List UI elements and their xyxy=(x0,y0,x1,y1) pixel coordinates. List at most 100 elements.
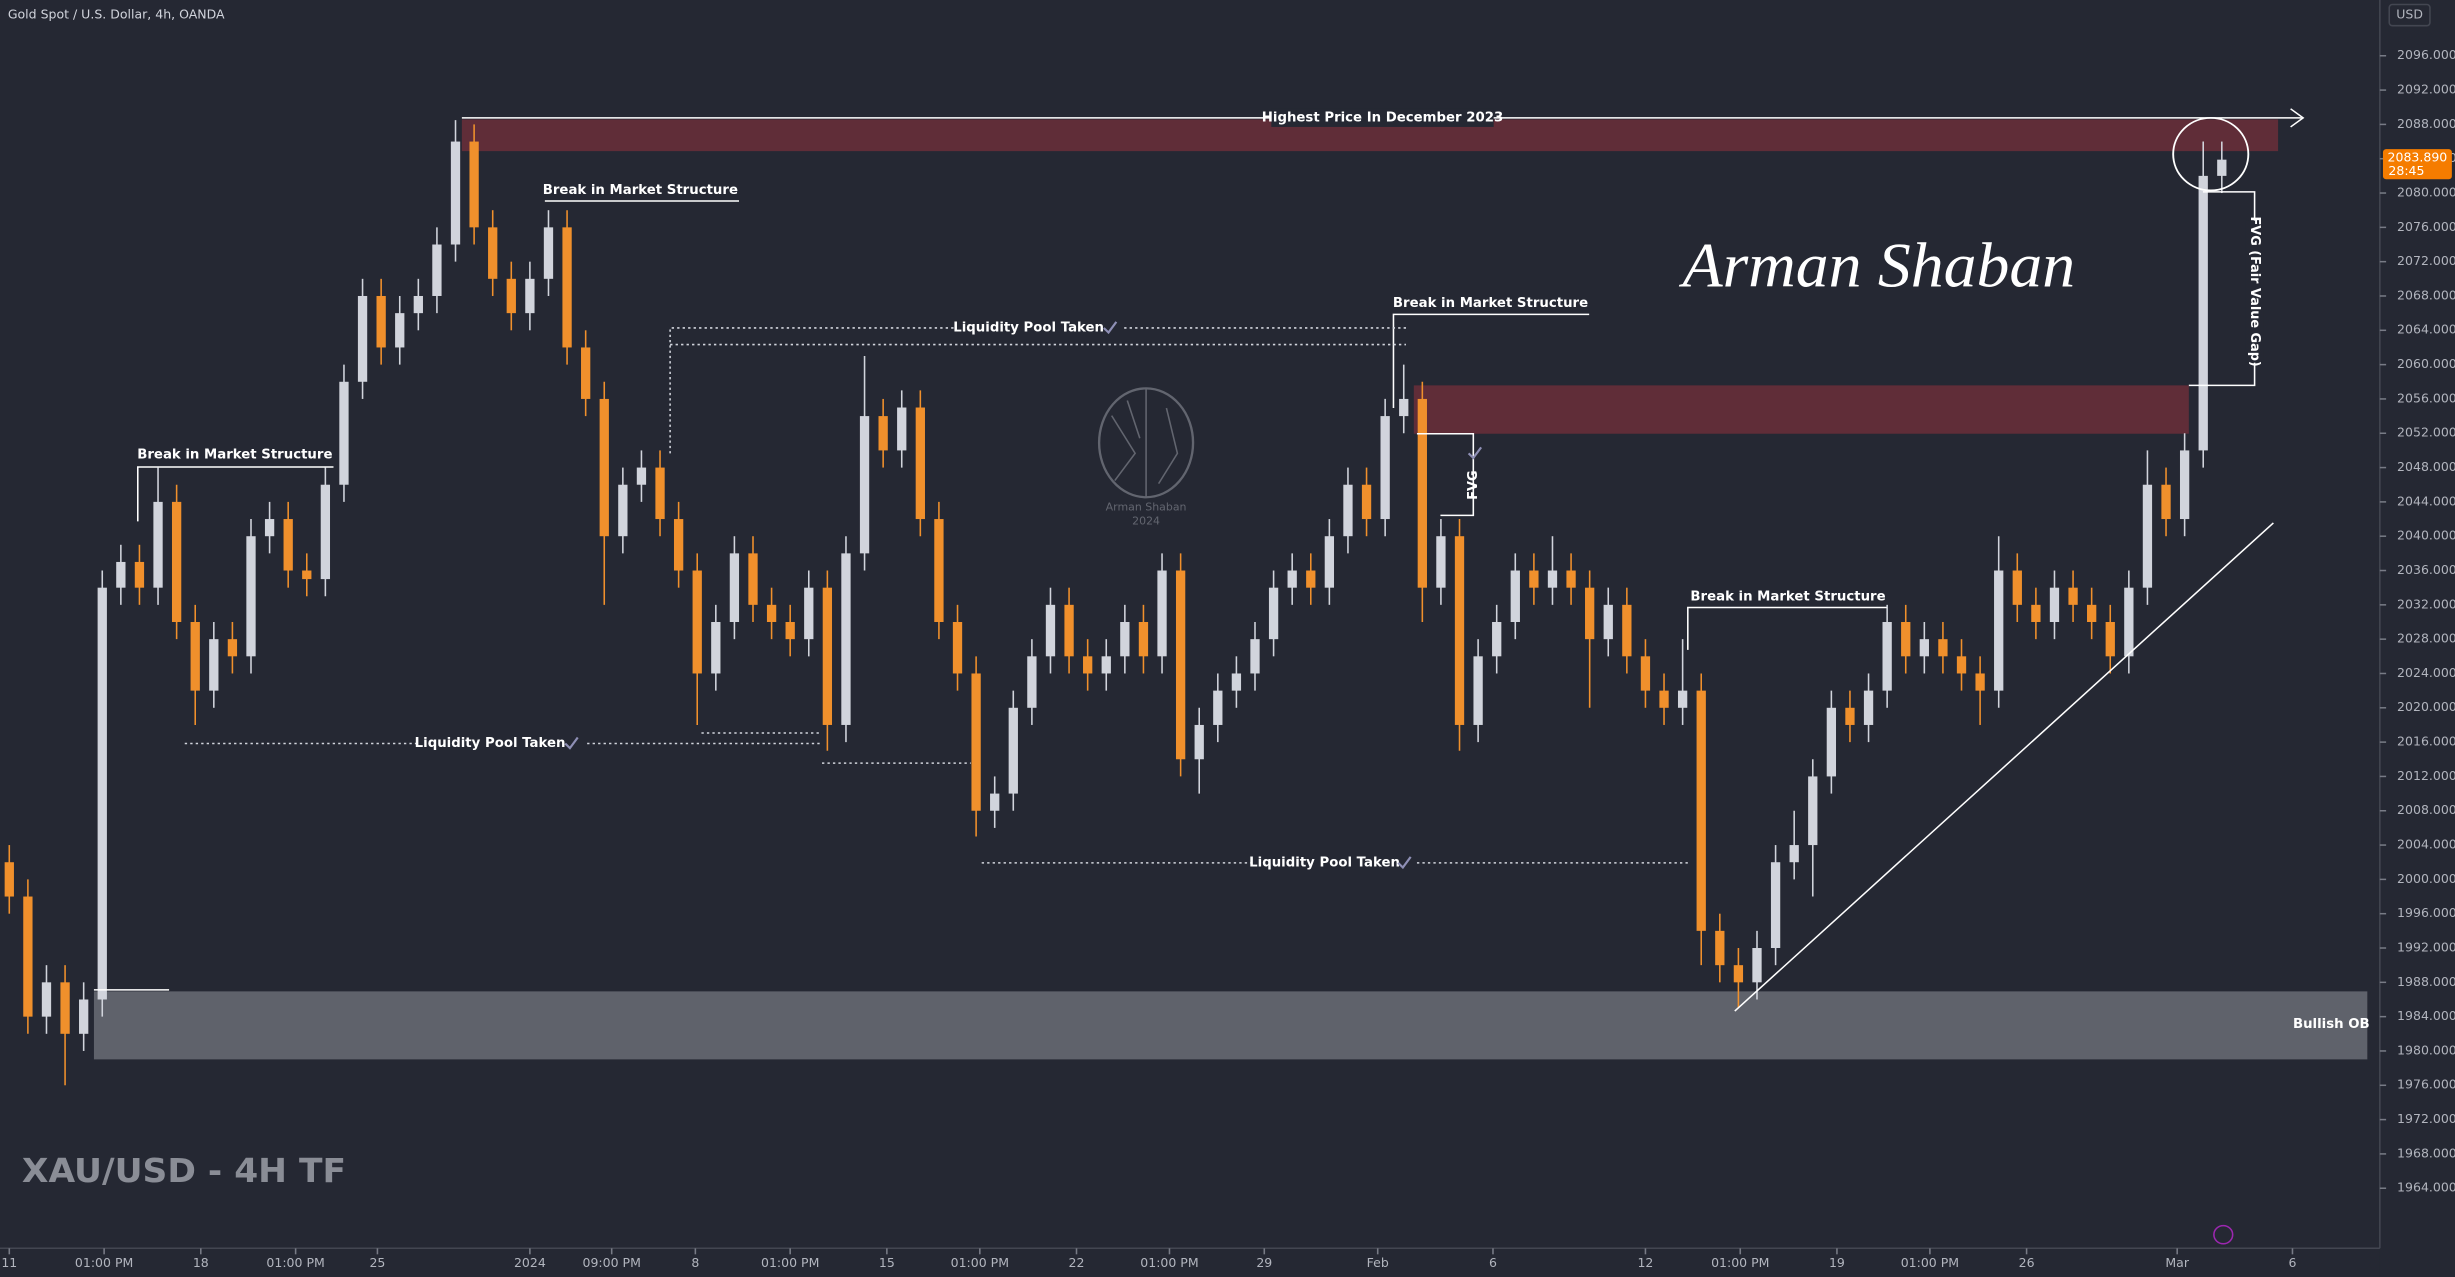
logo: Arman Shaban 2024 xyxy=(1097,387,1195,528)
check-icon xyxy=(1103,321,1118,335)
candle-body xyxy=(1027,656,1037,708)
candle-body xyxy=(2198,175,2208,451)
candle-body xyxy=(1733,965,1744,983)
y-tick-label: 2076.000 xyxy=(2397,220,2455,234)
y-tick-label: 2052.000 xyxy=(2397,426,2455,440)
y-tick-label: 2092.000 xyxy=(2397,83,2455,97)
candle-body xyxy=(1938,639,1948,657)
candle-body xyxy=(1845,707,1855,725)
x-tick-label: 26 xyxy=(2019,1256,2035,1270)
candle-body xyxy=(395,313,405,348)
candle-body xyxy=(413,295,423,314)
candle-body xyxy=(1622,604,1632,657)
y-tick-label: 2000.000 xyxy=(2397,872,2455,886)
candle-body xyxy=(1194,724,1204,760)
candle-body xyxy=(1715,930,1725,966)
order-block-zone xyxy=(93,991,2368,1060)
supply-zone xyxy=(1413,385,2189,434)
y-tick-label: 1980.000 xyxy=(2397,1044,2455,1058)
logo-year: 2024 xyxy=(1132,515,1160,528)
bms-label: Break in Market Structure xyxy=(1393,296,1588,311)
candle-body xyxy=(1120,621,1130,657)
candle-body xyxy=(990,793,1000,811)
candle-body xyxy=(2179,450,2190,520)
x-tick-label: 12 xyxy=(1637,1256,1653,1270)
bms-label: Break in Market Structure xyxy=(543,183,738,198)
x-tick-label: 29 xyxy=(1256,1256,1272,1270)
annotations: Highest Price In December 2023 Break in … xyxy=(8,8,2370,1190)
candle-body xyxy=(1956,656,1967,674)
candle-body xyxy=(1343,484,1353,537)
y-tick-label: 2048.000 xyxy=(2397,460,2455,474)
highlight-circle xyxy=(2172,116,2250,192)
y-tick-label: 2004.000 xyxy=(2397,838,2455,852)
last-price-label: 2083.890 xyxy=(2388,151,2448,165)
ob-label: Bullish OB xyxy=(2293,1017,2370,1032)
candle-body xyxy=(952,621,963,674)
candle-body xyxy=(2049,587,2060,622)
y-tick-label: 2064.000 xyxy=(2397,323,2455,337)
candle-body xyxy=(1417,398,1427,588)
candle-body xyxy=(1157,570,1167,657)
candle-body xyxy=(41,982,52,1017)
y-tick-label: 1976.000 xyxy=(2397,1078,2455,1092)
candle-body xyxy=(1510,570,1520,622)
countdown-label: 28:45 xyxy=(2388,164,2424,178)
x-tick-label: 01:00 PM xyxy=(266,1256,324,1270)
label-bg xyxy=(1271,108,1494,127)
logo-lines xyxy=(1110,400,1179,484)
candle-body xyxy=(2161,484,2171,520)
candle-body xyxy=(599,398,609,537)
candle-body xyxy=(1492,621,1502,657)
candle-body xyxy=(134,561,145,588)
candles xyxy=(4,120,2227,1086)
y-tick-label: 2096.000 xyxy=(2397,48,2455,62)
candle-body xyxy=(1529,570,1539,588)
candle-body xyxy=(302,570,312,580)
candle-body xyxy=(1436,536,1446,588)
candle-body xyxy=(153,501,163,588)
y-tick-label: 2024.000 xyxy=(2397,666,2455,680)
watermark: XAU/USD - 4H TF xyxy=(22,1152,346,1190)
y-tick-label: 2060.000 xyxy=(2397,357,2455,371)
candle-body xyxy=(934,519,944,622)
candle-body xyxy=(320,484,331,580)
fvg-label: FVG xyxy=(1466,470,1481,499)
candle-body xyxy=(692,570,702,674)
candle-body xyxy=(450,141,461,245)
candle-body xyxy=(636,467,647,485)
candle-body xyxy=(2012,570,2022,605)
y-tick-label: 1984.000 xyxy=(2397,1009,2455,1023)
y-tick-label: 2080.000 xyxy=(2397,186,2455,200)
arrow-head xyxy=(2290,108,2305,128)
y-tick-label: 2036.000 xyxy=(2397,563,2455,577)
candle-body xyxy=(1994,570,2004,691)
candle-body xyxy=(1901,621,1911,657)
candle-body xyxy=(1659,690,1669,708)
candle-body xyxy=(116,561,126,588)
candle-body xyxy=(1454,536,1465,725)
liquidity-label: Liquidity Pool Taken xyxy=(953,321,1104,336)
y-tick-label: 1964.000 xyxy=(2397,1181,2455,1195)
x-tick-label: Mar xyxy=(2165,1256,2190,1270)
candle-body xyxy=(1287,570,1297,588)
alert-icon[interactable] xyxy=(2213,1224,2234,1245)
bms-label: Break in Market Structure xyxy=(137,448,332,463)
candle-body xyxy=(2068,587,2078,605)
candle-body xyxy=(562,227,572,348)
y-tick-label: 1972.000 xyxy=(2397,1112,2455,1126)
y-tick-label: 1992.000 xyxy=(2397,941,2455,955)
x-tick-label: 8 xyxy=(691,1256,699,1270)
candle-body xyxy=(190,621,200,691)
candle-body xyxy=(655,467,665,520)
candle-body xyxy=(4,862,14,897)
last-price-tag xyxy=(2382,149,2452,180)
candle-body xyxy=(2087,604,2097,622)
candle-body xyxy=(915,407,925,520)
bms-label: Break in Market Structure xyxy=(1690,590,1885,605)
candle-body xyxy=(841,553,851,725)
candle-body xyxy=(748,553,758,605)
y-tick-label: 2040.000 xyxy=(2397,529,2455,543)
